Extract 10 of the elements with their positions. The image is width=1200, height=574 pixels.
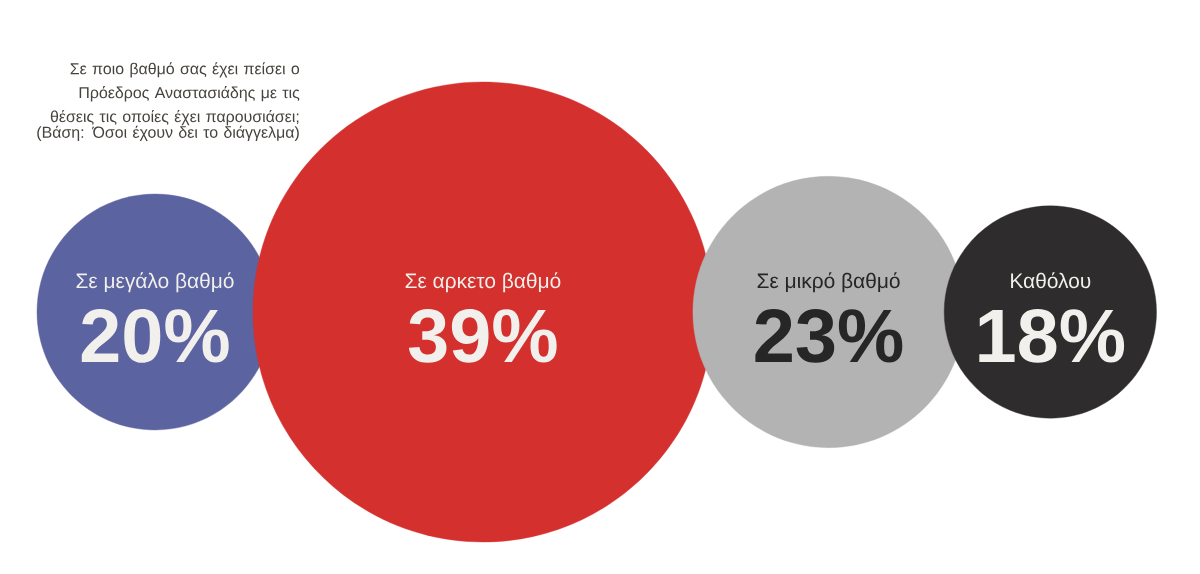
category-label: Σε αρκετο βαθμό bbox=[405, 272, 561, 293]
data-label: 18% bbox=[979, 309, 1125, 363]
data-label: 39% bbox=[408, 309, 557, 363]
category-label: Καθόλου bbox=[1011, 272, 1091, 289]
data-label: 23% bbox=[755, 309, 903, 363]
text: (Βάση: Όσοι έχουν δει το διάγγελμα) bbox=[37, 125, 299, 142]
text: Σε ποιο βαθμό σας έχει πείσει ο Πρόεδρος Αναστασιάδης με τις θέσεις τις οποίες έχει παρουσιάσει; bbox=[50, 62, 300, 126]
category-label: Σε μικρό βαθμό bbox=[757, 272, 900, 293]
data-label: 20% bbox=[81, 309, 229, 363]
category-label: Σε μεγάλο βαθμό bbox=[76, 272, 234, 293]
